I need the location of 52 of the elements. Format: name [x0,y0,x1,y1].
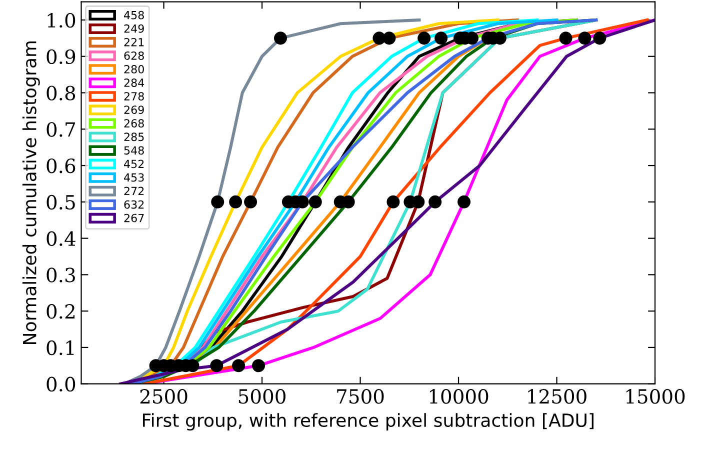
x-tick-label: 10000 [430,389,488,404]
point [428,195,442,208]
y-tick-label: 0.1 [46,340,74,356]
legend-label: 632 [124,200,144,209]
point [458,195,471,208]
point [210,359,224,372]
point [418,32,431,45]
y-tick-label: 0.4 [46,231,76,246]
y-tick-label: 0.9 [46,49,76,64]
y-tick-label: 0.8 [46,86,76,100]
legend-label: 452 [124,160,144,168]
y-tick-label: 0.3 [46,268,75,282]
legend-label: 453 [124,173,144,182]
legend-label: 268 [124,119,144,128]
y-axis-title: Normalized cumulative histogram [22,41,40,344]
point [211,195,224,208]
legend-label: 221 [124,38,144,46]
legend-label: 249 [124,24,144,33]
y-tick-label: 0.5 [46,194,75,210]
y-tick-label: 0.0 [46,376,76,392]
x-tick-label: 15000 [626,389,685,404]
x-axis-title: First group, with reference pixel subtraction [ADU] [143,413,594,431]
legend-label: 269 [124,106,144,114]
point [229,195,242,208]
point [386,195,400,208]
y-tick-label: 0.2 [46,304,74,319]
legend-label: 458 [124,10,144,20]
legend-label: 280 [124,65,144,74]
y-tick-label: 1.0 [48,12,76,28]
legend-label: 548 [124,146,144,155]
x-tick-label: 2500 [140,389,188,404]
y-tick-label: 0.6 [46,158,76,174]
legend-label: 285 [124,132,144,142]
y-tick-label: 0.7 [46,122,75,137]
point [308,195,322,208]
legend-label: 267 [124,214,144,222]
legend-label: 628 [124,51,144,60]
x-tick-label: 5000 [238,389,286,404]
point [434,32,448,45]
point [252,359,266,372]
point [578,32,592,45]
legend-label: 278 [124,92,144,100]
x-tick-label: 12500 [528,389,586,404]
point [232,359,246,372]
point [244,195,258,208]
point [274,32,287,45]
point [593,32,606,45]
point [559,32,572,45]
legend-label: 272 [124,186,144,196]
x-tick-label: 7500 [337,389,384,404]
point [382,32,396,45]
legend-label: 284 [124,78,144,87]
